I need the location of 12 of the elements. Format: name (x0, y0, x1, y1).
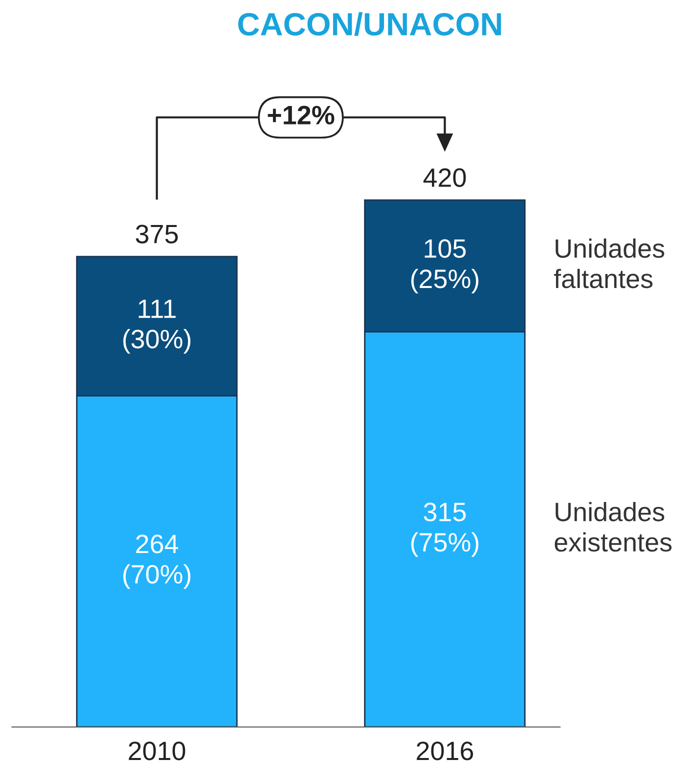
x-tick-label: 2016 (416, 742, 474, 760)
series-label: Unidades existentes (554, 502, 672, 552)
x-tick-label: 2010 (128, 742, 186, 760)
data-label: 105 (25%) (411, 239, 478, 294)
series-label: Unidades faltantes (554, 238, 664, 288)
text: +12% (268, 106, 334, 124)
total-label: 375 (136, 224, 178, 244)
chart-title: CACON/UNACON (238, 12, 501, 36)
data-label: 315 (75%) (411, 502, 478, 557)
data-label: 111 (30%) (123, 300, 190, 354)
total-label: 420 (423, 168, 466, 187)
data-label: 264 (70%) (123, 534, 190, 589)
